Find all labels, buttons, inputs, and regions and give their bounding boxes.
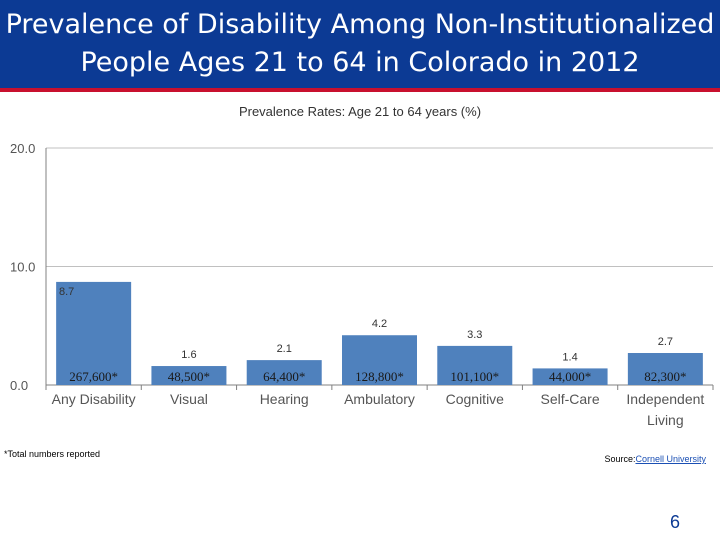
x-category-label: Cognitive: [446, 391, 505, 407]
x-category-label: Ambulatory: [344, 391, 415, 407]
bar: [627, 353, 703, 385]
bar-value-label: 1.6: [181, 349, 196, 361]
y-tick-label: 0.0: [10, 378, 28, 393]
y-tick-label: 10.0: [10, 260, 35, 275]
source-link[interactable]: Cornell University: [635, 454, 706, 464]
bar: [151, 366, 227, 385]
x-category-label: Visual: [170, 391, 208, 407]
bar-value-label: 4.2: [372, 318, 387, 330]
bar-count-label: 267,600*: [69, 369, 118, 384]
bar-chart: Prevalence Rates: Age 21 to 64 years (%)…: [10, 104, 714, 428]
x-category-label: Self-Care: [541, 391, 600, 407]
bar-count-label: 44,000*: [549, 369, 591, 384]
title-bar: Prevalence of Disability Among Non-Insti…: [0, 0, 720, 92]
bar-value-label: 3.3: [467, 329, 482, 341]
x-category-label: Living: [647, 412, 684, 428]
x-category-label: Hearing: [260, 391, 309, 407]
bar-value-label: 1.4: [562, 351, 577, 363]
x-category-label: Independent: [626, 391, 704, 407]
source-note: Source:Cornell University: [604, 454, 706, 464]
bar-value-label: 8.7: [59, 286, 74, 298]
chart-title: Prevalence Rates: Age 21 to 64 years (%): [239, 104, 481, 119]
bar-value-label: 2.7: [658, 336, 673, 348]
page-number: 6: [670, 512, 681, 532]
source-label: Source:: [604, 454, 636, 464]
bar-count-label: 101,100*: [450, 369, 499, 384]
bar: [437, 345, 513, 385]
title-line-1: Prevalence of Disability Among Non-Insti…: [5, 9, 715, 40]
bar-count-label: 48,500*: [168, 369, 210, 384]
title-line-2: People Ages 21 to 64 in Colorado in 2012: [80, 47, 640, 78]
y-tick-label: 20.0: [10, 141, 35, 156]
bar: [532, 368, 608, 385]
bar-value-label: 2.1: [277, 343, 292, 355]
x-category-label: Any Disability: [52, 391, 136, 407]
footnote: *Total numbers reported: [4, 449, 101, 459]
bar: [246, 360, 322, 385]
slide-title: Prevalence of Disability Among Non-Insti…: [0, 6, 720, 82]
bar: [342, 335, 417, 385]
bar: [56, 281, 132, 385]
bar-count-label: 82,300*: [644, 369, 686, 384]
bar-count-label: 128,800*: [355, 369, 404, 384]
bar-count-label: 64,400*: [263, 369, 305, 384]
